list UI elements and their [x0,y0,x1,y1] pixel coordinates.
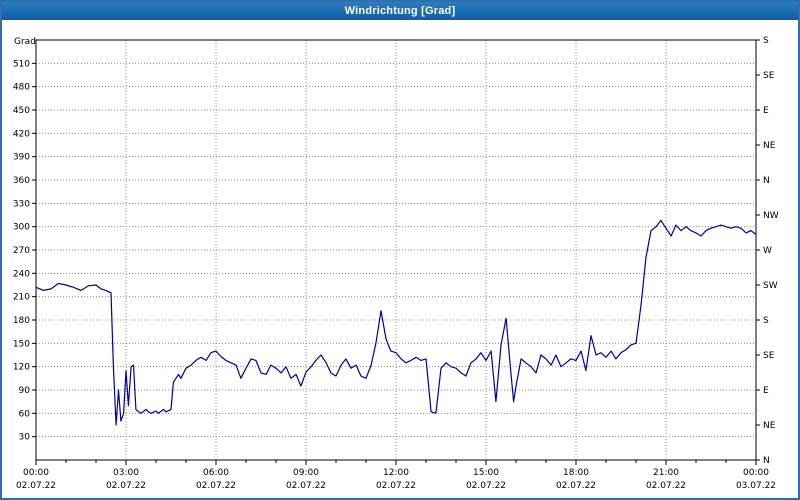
svg-text:SE: SE [763,71,775,81]
svg-text:W: W [763,246,772,256]
svg-text:180: 180 [13,316,30,326]
svg-text:15:00: 15:00 [473,468,499,478]
svg-text:NE: NE [763,141,776,151]
svg-text:90: 90 [19,386,31,396]
svg-text:30: 30 [19,433,31,443]
svg-text:18:00: 18:00 [563,468,589,478]
svg-text:03:00: 03:00 [113,468,139,478]
svg-text:03.07.22: 03.07.22 [736,481,776,491]
svg-text:02.07.22: 02.07.22 [466,481,506,491]
svg-text:02.07.22: 02.07.22 [376,481,416,491]
svg-text:300: 300 [13,223,30,233]
svg-text:60: 60 [19,409,31,419]
svg-text:02.07.22: 02.07.22 [286,481,326,491]
svg-text:02.07.22: 02.07.22 [196,481,236,491]
svg-text:120: 120 [13,363,30,373]
svg-text:E: E [763,106,769,116]
svg-text:240: 240 [13,269,30,279]
svg-text:480: 480 [13,83,30,93]
svg-text:06:00: 06:00 [203,468,229,478]
svg-text:02.07.22: 02.07.22 [16,481,56,491]
svg-text:S: S [763,316,769,326]
svg-text:21:00: 21:00 [653,468,679,478]
svg-text:N: N [763,456,770,466]
svg-text:SE: SE [763,351,775,361]
svg-text:390: 390 [13,153,30,163]
svg-text:150: 150 [13,339,30,349]
svg-text:510: 510 [13,59,30,69]
svg-text:NE: NE [763,421,776,431]
svg-text:S: S [763,36,769,46]
svg-text:N: N [763,176,770,186]
svg-text:360: 360 [13,176,30,186]
svg-text:450: 450 [13,106,30,116]
svg-text:E: E [763,386,769,396]
svg-text:NW: NW [763,211,779,221]
svg-text:330: 330 [13,199,30,209]
wind-direction-chart: 30 60 90 120 150 180 210 240 270 300 330 360 390 420 4… [13,36,779,491]
svg-text:SW: SW [763,281,778,291]
svg-text:210: 210 [13,293,30,303]
svg-text:270: 270 [13,246,30,256]
svg-text:09:00: 09:00 [293,468,319,478]
svg-text:12:00: 12:00 [383,468,409,478]
svg-text:02.07.22: 02.07.22 [106,481,146,491]
window-title: Windrichtung [Grad] [344,5,456,17]
svg-text:Grad: Grad [14,37,36,47]
window-titlebar: Windrichtung [Grad] [2,2,798,20]
svg-text:00:00: 00:00 [23,468,49,478]
svg-text:420: 420 [13,129,30,139]
svg-text:02.07.22: 02.07.22 [556,481,596,491]
svg-text:00:00: 00:00 [743,468,769,478]
svg-text:02.07.22: 02.07.22 [646,481,686,491]
